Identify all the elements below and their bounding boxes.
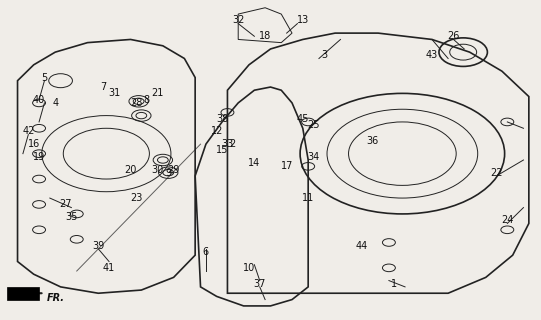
Text: 15: 15	[216, 146, 228, 156]
Text: 33: 33	[221, 139, 234, 149]
Text: 7: 7	[101, 82, 107, 92]
Text: 36: 36	[367, 136, 379, 146]
Text: 35: 35	[65, 212, 77, 222]
Text: 30: 30	[151, 164, 163, 174]
Text: 25: 25	[307, 120, 320, 130]
Text: 1: 1	[391, 279, 397, 289]
Text: 26: 26	[447, 31, 460, 41]
Text: 40: 40	[33, 95, 45, 105]
Text: 41: 41	[103, 263, 115, 273]
Text: 21: 21	[151, 88, 164, 98]
Text: 3: 3	[321, 50, 327, 60]
Text: 32: 32	[232, 15, 245, 25]
Text: 24: 24	[501, 215, 513, 225]
Text: 6: 6	[203, 247, 209, 257]
Text: 11: 11	[302, 193, 314, 203]
Polygon shape	[7, 287, 39, 300]
Text: 14: 14	[248, 158, 260, 168]
Text: 22: 22	[490, 168, 503, 178]
Text: 37: 37	[254, 279, 266, 289]
Text: 42: 42	[22, 126, 35, 136]
Text: 18: 18	[259, 31, 271, 41]
Text: 39: 39	[92, 241, 104, 251]
Text: 23: 23	[130, 193, 142, 203]
Text: 34: 34	[307, 152, 320, 162]
Text: 5: 5	[41, 73, 48, 83]
Text: 31: 31	[108, 88, 121, 98]
Text: 29: 29	[167, 164, 180, 174]
Text: 27: 27	[60, 199, 72, 209]
Text: 10: 10	[243, 263, 255, 273]
Text: 16: 16	[28, 139, 40, 149]
Text: 28: 28	[130, 98, 142, 108]
Text: 43: 43	[426, 50, 438, 60]
Text: 12: 12	[210, 126, 223, 136]
Text: 13: 13	[296, 15, 309, 25]
Text: 45: 45	[296, 114, 309, 124]
Text: 19: 19	[33, 152, 45, 162]
Text: FR.: FR.	[47, 293, 65, 303]
Text: 4: 4	[52, 98, 58, 108]
Text: 9: 9	[165, 168, 171, 178]
Text: 2: 2	[230, 139, 236, 149]
Text: 20: 20	[124, 164, 137, 174]
Text: 44: 44	[356, 241, 368, 251]
Text: 17: 17	[280, 161, 293, 171]
Text: 8: 8	[144, 95, 150, 105]
Text: 38: 38	[216, 114, 228, 124]
